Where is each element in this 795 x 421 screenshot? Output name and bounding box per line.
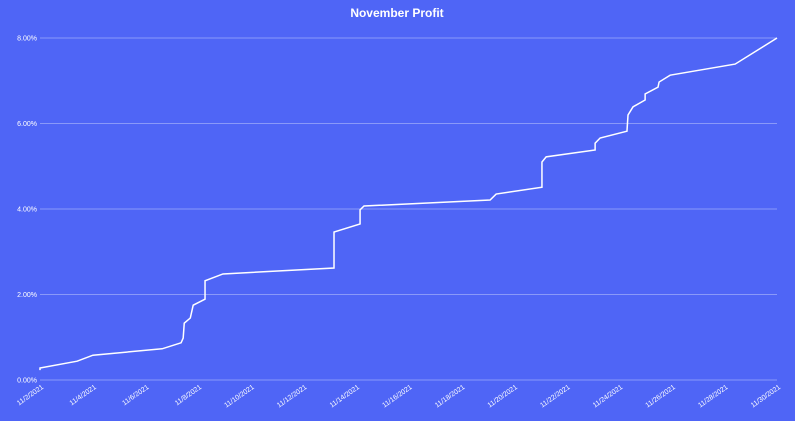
x-tick-label: 11/12/2021 xyxy=(276,384,308,410)
x-tick-label: 11/28/2021 xyxy=(697,384,729,410)
chart-title: November Profit xyxy=(350,6,443,20)
line xyxy=(39,37,778,371)
x-tick-label: 11/30/2021 xyxy=(750,384,782,410)
y-tick-label: 2.00% xyxy=(17,292,37,299)
x-tick-label: 11/22/2021 xyxy=(539,384,571,410)
x-tick-label: 11/14/2021 xyxy=(329,384,361,410)
x-tick-label: 11/10/2021 xyxy=(223,384,255,410)
x-tick-label: 11/6/2021 xyxy=(121,384,150,407)
x-tick-label: 11/20/2021 xyxy=(487,384,519,410)
x-tick-label: 11/16/2021 xyxy=(381,384,413,410)
x-tick-label: 11/4/2021 xyxy=(69,384,98,407)
y-tick-label: 0.00% xyxy=(17,378,37,385)
x-tick-label: 11/26/2021 xyxy=(645,384,677,410)
x-tick-label: 11/24/2021 xyxy=(592,384,624,410)
y-tick-label: 8.00% xyxy=(17,36,37,43)
y-tick-label: 4.00% xyxy=(17,207,37,214)
x-tick-label: 11/18/2021 xyxy=(434,384,466,410)
x-tick-label: 11/8/2021 xyxy=(174,384,203,407)
x-tick-label: 11/2/2021 xyxy=(16,384,45,407)
y-tick-label: 6.00% xyxy=(17,121,37,128)
